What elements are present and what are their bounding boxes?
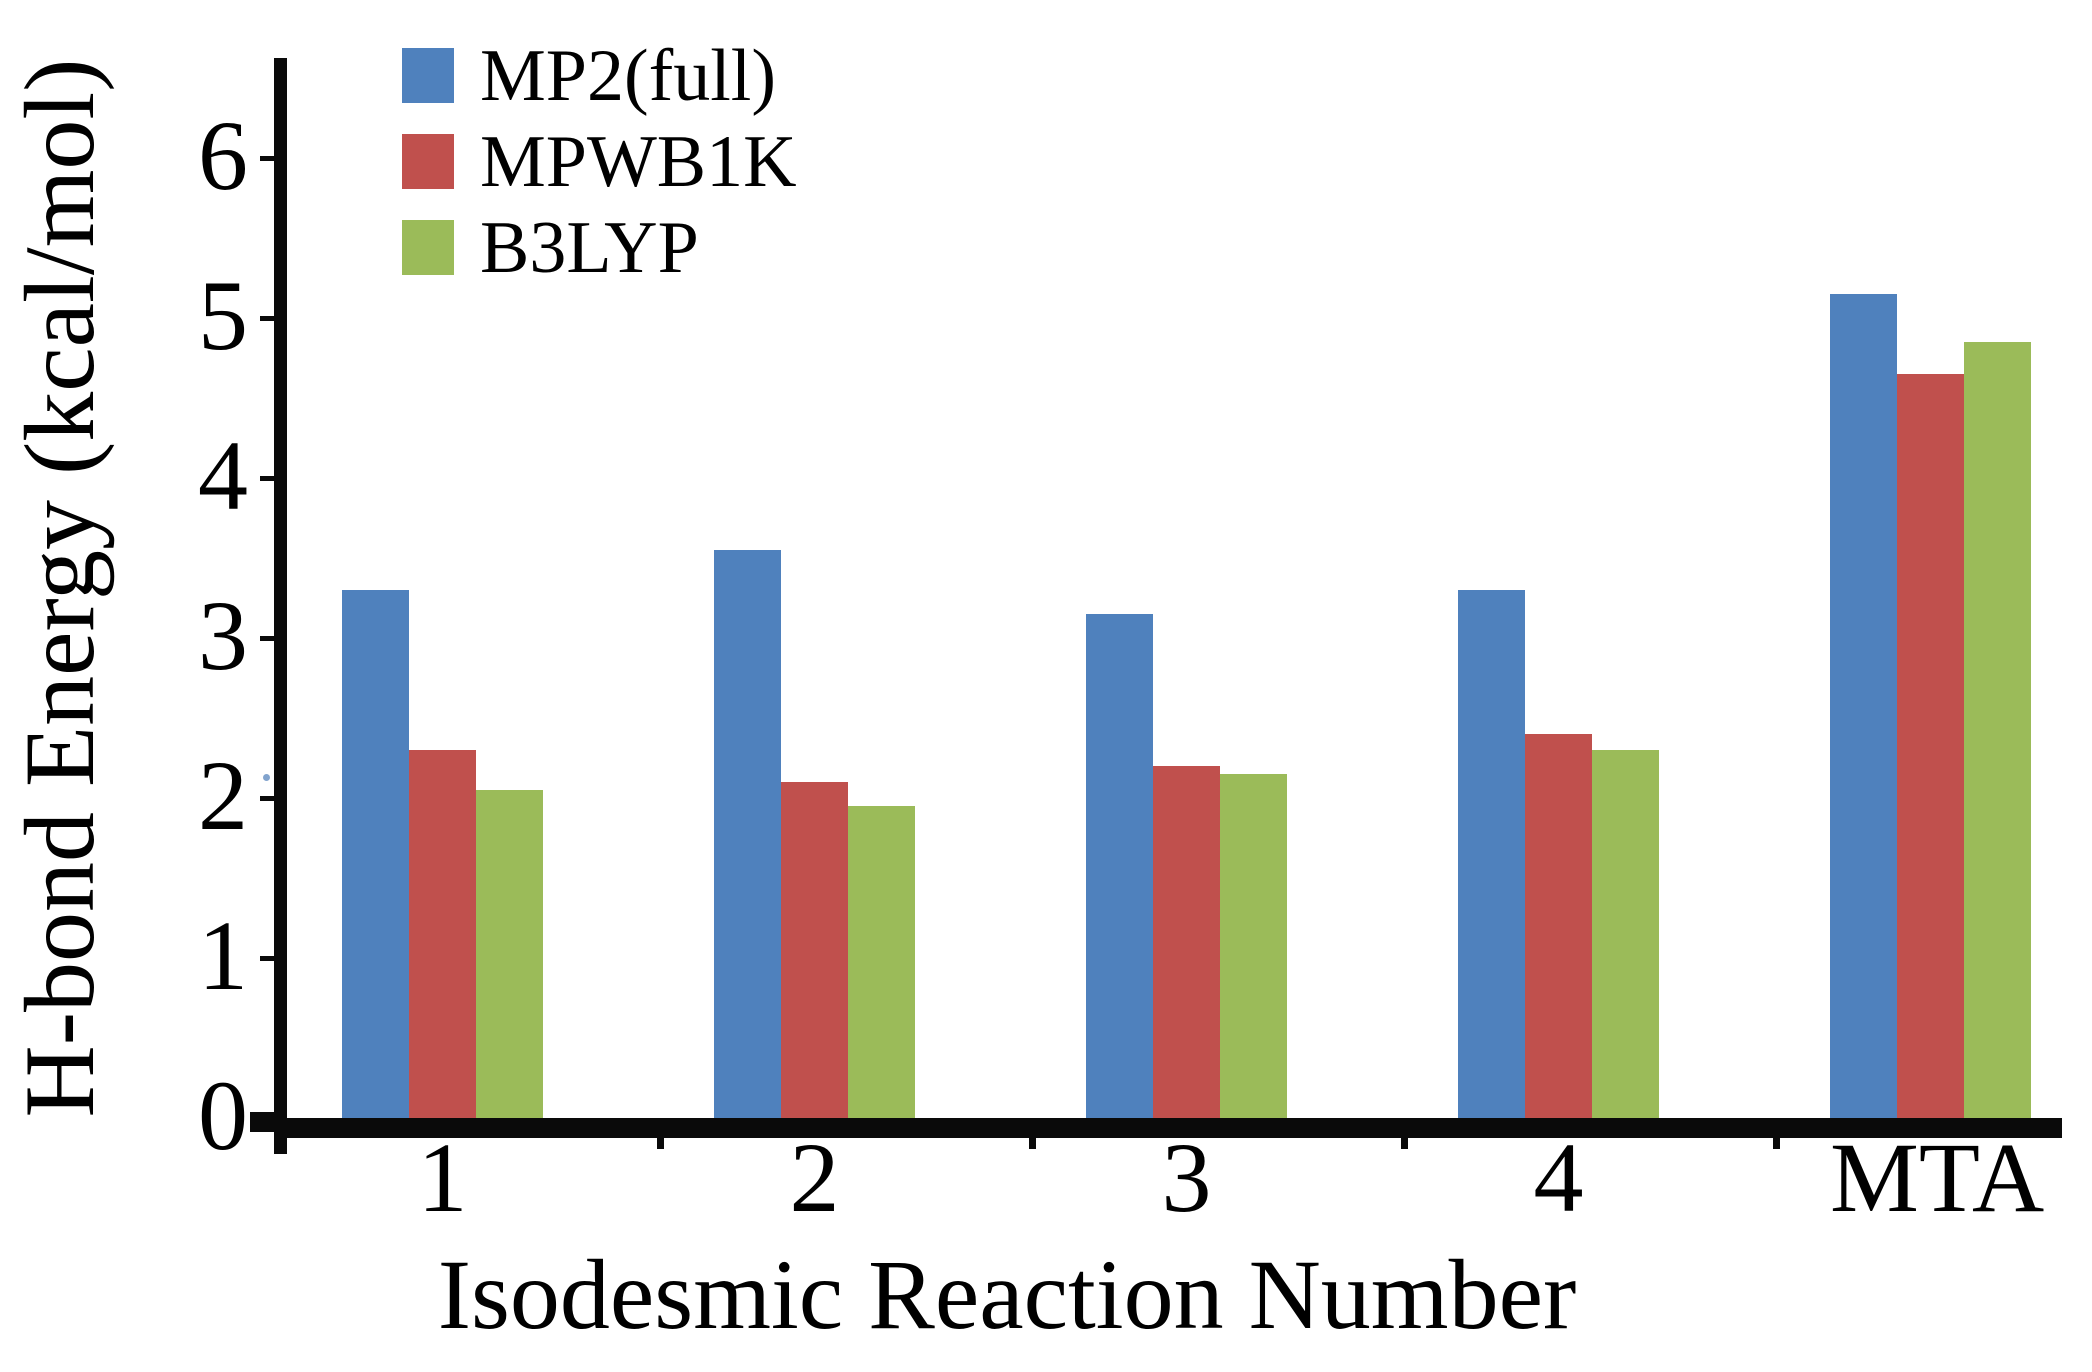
x-boundary-tick-4 bbox=[1773, 1138, 1780, 1149]
bar-mp2-full-4 bbox=[1458, 590, 1525, 1118]
y-tick-1 bbox=[260, 956, 287, 961]
bar-mpwb1k-2 bbox=[781, 782, 848, 1118]
y-tick-label-1: 1 bbox=[198, 900, 248, 1011]
scan-artifact-dot bbox=[263, 774, 270, 781]
y-tick-label-4: 4 bbox=[198, 420, 248, 531]
y-axis-bottom-stub bbox=[274, 1138, 287, 1154]
y-tick-3 bbox=[260, 636, 287, 641]
bar-b3lyp-1 bbox=[476, 790, 543, 1118]
bar-group-4 bbox=[1458, 58, 1659, 1118]
bar-mpwb1k-4 bbox=[1525, 734, 1592, 1118]
bar-mpwb1k-3 bbox=[1153, 766, 1220, 1118]
legend-item-mp2-full: MP2(full) bbox=[402, 39, 797, 113]
bar-group-3 bbox=[1086, 58, 1287, 1118]
bar-group-2 bbox=[714, 58, 915, 1118]
y-tick-label-0: 0 bbox=[198, 1060, 248, 1171]
plot-area: 1 2 3 4 MTA bbox=[250, 58, 2062, 1228]
x-tick-label-3: 3 bbox=[1161, 1122, 1212, 1233]
x-tick-label-mta: MTA bbox=[1830, 1122, 2045, 1233]
x-boundary-tick-2 bbox=[1029, 1138, 1036, 1149]
x-tick-label-4: 4 bbox=[1533, 1122, 1584, 1233]
origin-tick bbox=[250, 1112, 287, 1132]
bar-b3lyp-4 bbox=[1592, 750, 1659, 1118]
legend-label-b3lyp: B3LYP bbox=[480, 206, 699, 289]
bar-b3lyp-3 bbox=[1220, 774, 1287, 1118]
x-boundary-tick-1 bbox=[657, 1138, 664, 1149]
bar-mp2-full-1 bbox=[342, 590, 409, 1118]
bar-b3lyp-mta bbox=[1964, 342, 2031, 1118]
y-tick-label-5: 5 bbox=[198, 260, 248, 371]
x-boundary-tick-3 bbox=[1401, 1138, 1408, 1149]
x-tick-label-1: 1 bbox=[417, 1122, 468, 1233]
legend: MP2(full) MPWB1K B3LYP bbox=[402, 39, 797, 306]
bar-group-1 bbox=[342, 58, 543, 1118]
y-tick-label-6: 6 bbox=[198, 100, 248, 211]
legend-item-mpwb1k: MPWB1K bbox=[402, 125, 797, 199]
x-axis-title: Isodesmic Reaction Number bbox=[437, 1239, 1577, 1350]
bar-mp2-full-mta bbox=[1830, 294, 1897, 1118]
legend-swatch-b3lyp bbox=[402, 220, 454, 275]
bar-b3lyp-2 bbox=[848, 806, 915, 1118]
y-tick-label-3: 3 bbox=[198, 580, 248, 691]
x-tick-label-2: 2 bbox=[789, 1122, 840, 1233]
y-tick-5 bbox=[260, 316, 287, 321]
y-tick-2 bbox=[260, 796, 287, 801]
legend-swatch-mpwb1k bbox=[402, 134, 454, 189]
bar-group-mta bbox=[1830, 58, 2031, 1118]
y-tick-6 bbox=[260, 156, 287, 161]
legend-item-b3lyp: B3LYP bbox=[402, 211, 797, 285]
legend-swatch-mp2-full bbox=[402, 48, 454, 103]
bar-mpwb1k-1 bbox=[409, 750, 476, 1118]
bar-mp2-full-2 bbox=[714, 550, 781, 1118]
legend-label-mpwb1k: MPWB1K bbox=[480, 120, 797, 203]
y-tick-4 bbox=[260, 476, 287, 481]
legend-label-mp2-full: MP2(full) bbox=[480, 34, 776, 117]
bar-mpwb1k-mta bbox=[1897, 374, 1964, 1118]
bar-mp2-full-3 bbox=[1086, 614, 1153, 1118]
y-tick-label-2: 2 bbox=[198, 740, 248, 851]
